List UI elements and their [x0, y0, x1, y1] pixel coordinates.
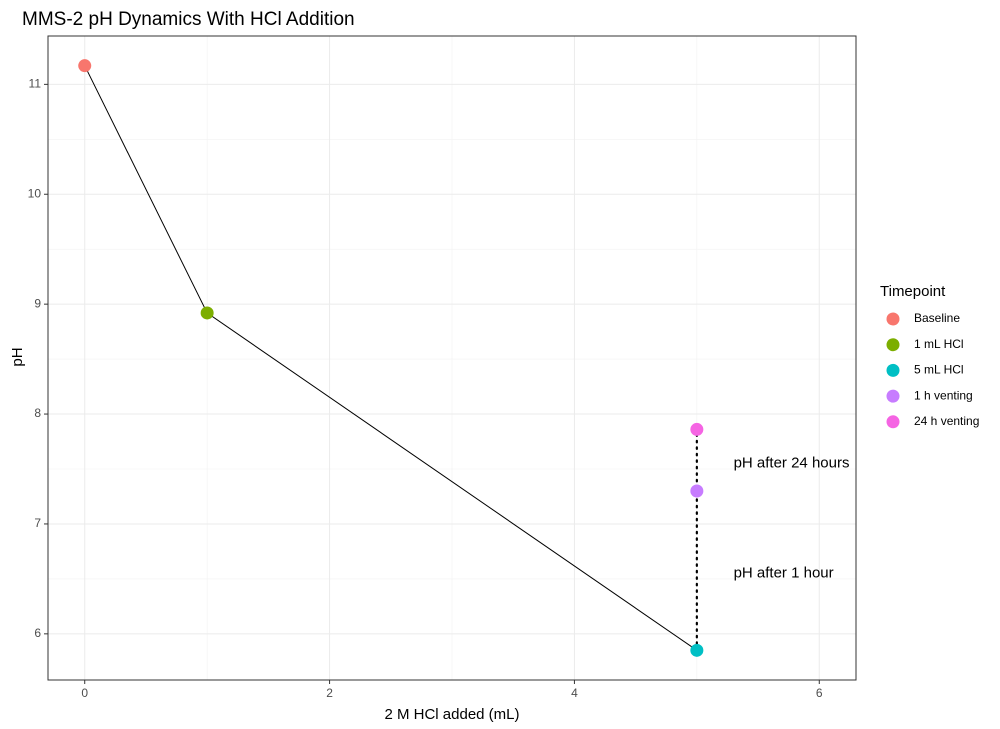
legend-key: [886, 338, 900, 352]
x-tick-label: 0: [81, 686, 88, 700]
panel-clip-mask: [856, 0, 1000, 729]
legend: Timepoint Baseline 1 mL HCl 5 mL HCl 1 h ve…: [880, 283, 979, 429]
y-tick-label: 11: [29, 77, 42, 91]
legend-key: [886, 415, 900, 429]
data-point: [690, 643, 704, 657]
annotation-label: pH after 24 hours: [734, 454, 850, 471]
y-tick-label: 10: [28, 186, 42, 200]
y-tick-label: 8: [34, 406, 41, 420]
plot-area: pH after 24 hours pH after 1 hour 0 2 4 6 6 7 8 9…: [28, 0, 1000, 729]
annotation-label: pH after 1 hour: [734, 564, 834, 581]
x-tick-label: 6: [816, 686, 823, 700]
legend-entry-label: 1 mL HCl: [914, 337, 964, 351]
y-tick-label: 9: [34, 296, 41, 310]
legend-key: [886, 389, 900, 403]
panel-border: [47, 35, 857, 681]
y-axis-title: pH: [9, 347, 26, 366]
legend-entry-label: 5 mL HCl: [914, 363, 964, 377]
x-tick-label: 4: [571, 686, 578, 700]
legend-title: Timepoint: [880, 283, 946, 300]
data-point: [200, 306, 214, 320]
data-point: [78, 59, 92, 73]
y-tick-label: 6: [34, 626, 41, 640]
legend-key: [886, 363, 900, 377]
data-point: [690, 484, 704, 498]
legend-entry-label: 24 h venting: [914, 414, 979, 428]
x-tick-label: 2: [326, 686, 333, 700]
legend-key: [886, 312, 900, 326]
legend-entry-label: 1 h venting: [914, 388, 973, 402]
data-point: [690, 422, 704, 436]
y-tick-label: 7: [34, 516, 41, 530]
solid-trend-line: [84, 65, 698, 651]
chart-title: MMS-2 pH Dynamics With HCl Addition: [22, 9, 355, 30]
x-axis-title: 2 M HCl added (mL): [384, 706, 519, 723]
legend-entry-label: Baseline: [914, 311, 960, 325]
